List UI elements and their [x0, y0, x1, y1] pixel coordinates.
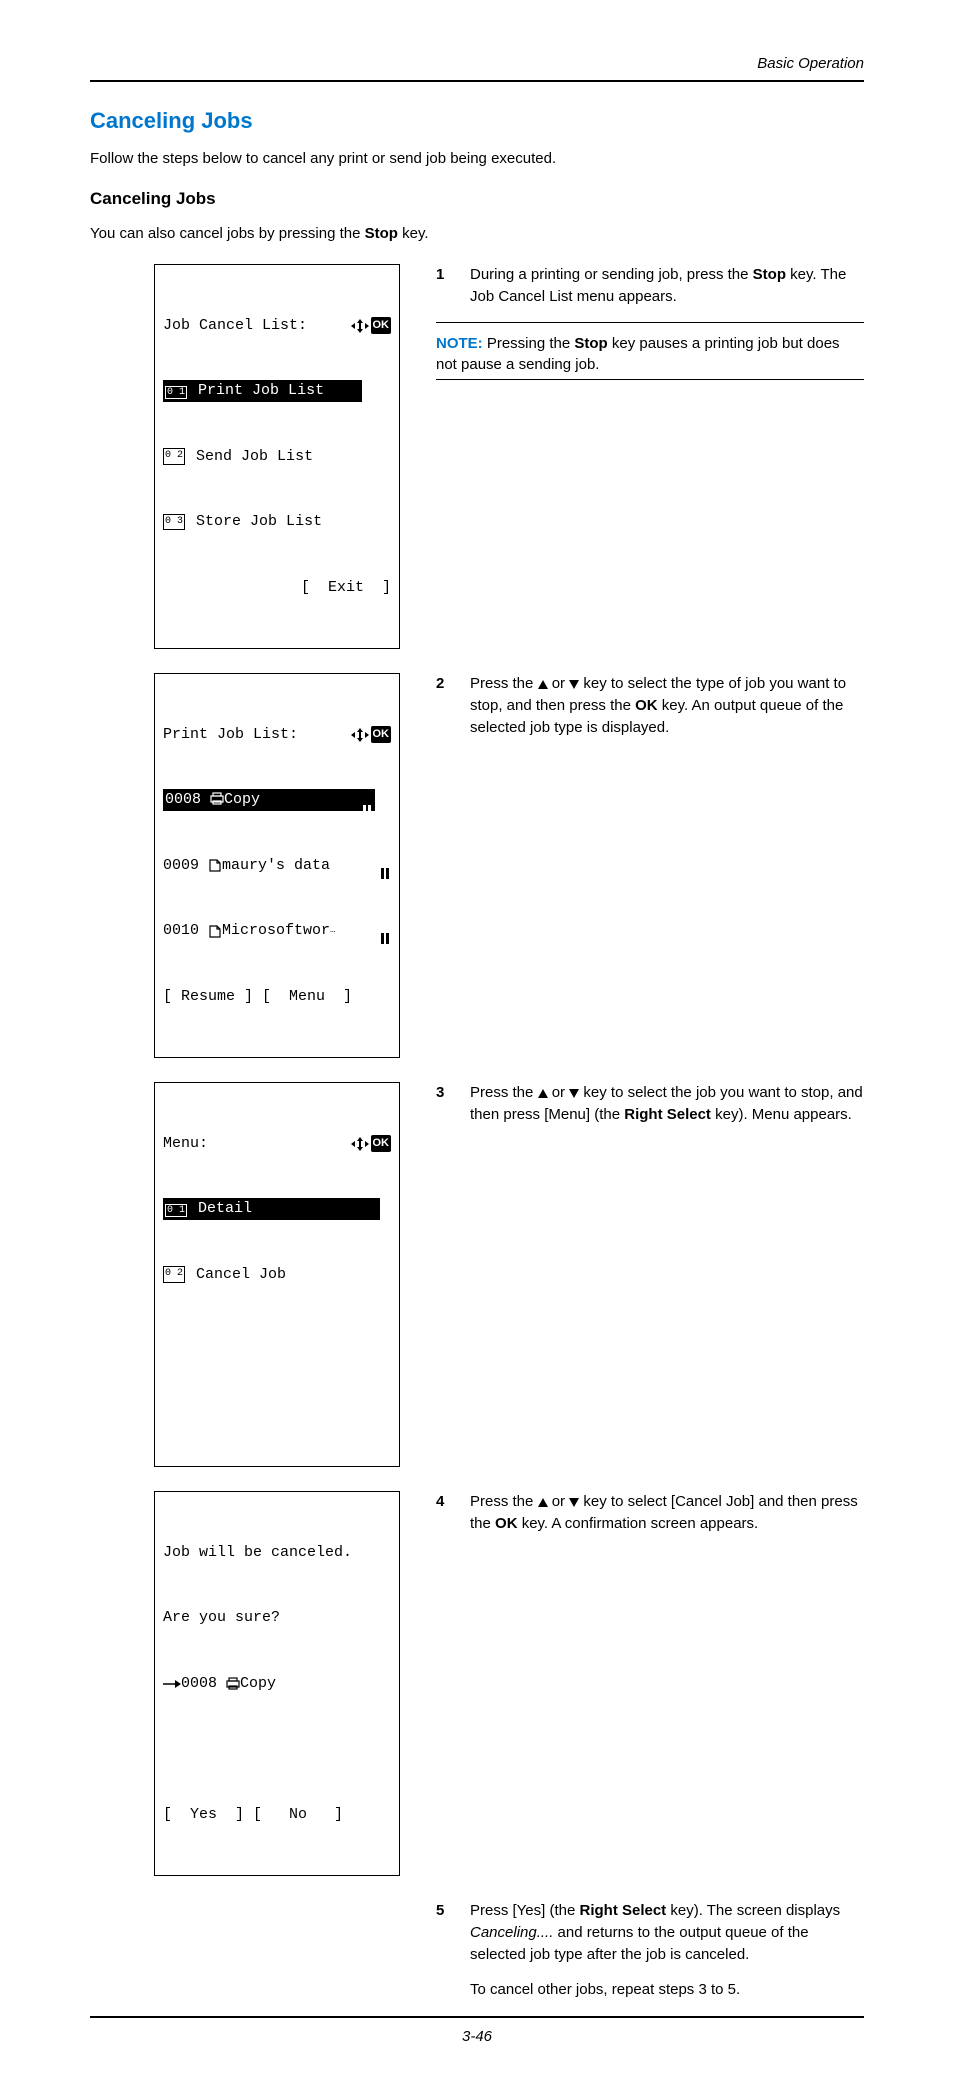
down-icon: [569, 680, 579, 689]
lcd-panel-2: Print Job List: OK 0008 Copy 0009 maury'…: [154, 673, 400, 1058]
up-icon: [538, 1089, 548, 1098]
arrow-right-icon: [163, 1678, 181, 1690]
printer-icon: [226, 1677, 240, 1690]
page-header: Basic Operation: [90, 55, 864, 72]
nav-ok-icon: OK: [351, 317, 392, 335]
step-1: 1 During a printing or sending job, pres…: [436, 264, 864, 308]
lcd-panel-4: Job will be canceled. Are you sure? 0008…: [154, 1491, 400, 1876]
intro-text: Follow the steps below to cancel any pri…: [90, 148, 864, 169]
note-rule-bottom: [436, 379, 864, 380]
section-title: Canceling Jobs: [90, 108, 864, 134]
lcd-panel-3: Menu: OK 0 1 Detail 0 2 Cancel Job: [154, 1082, 400, 1467]
lead-text: You can also cancel jobs by pressing the…: [90, 223, 864, 244]
doc-icon: [208, 859, 222, 872]
page-number: 3-46: [0, 2028, 954, 2045]
bottom-rule: [90, 2016, 864, 2018]
step-3: 3 Press the or key to select the job you…: [436, 1082, 864, 1126]
top-rule: [90, 80, 864, 82]
down-icon: [569, 1089, 579, 1098]
sub-title: Canceling Jobs: [90, 189, 864, 209]
nav-ok-icon: OK: [351, 726, 392, 744]
note-block: NOTE: Pressing the Stop key pauses a pri…: [436, 333, 864, 375]
nav-ok-icon: OK: [351, 1135, 392, 1153]
down-icon: [569, 1498, 579, 1507]
step-4: 4 Press the or key to select [Cancel Job…: [436, 1491, 864, 1535]
up-icon: [538, 1498, 548, 1507]
lcd-panel-1: Job Cancel List: OK 0 1 Print Job List 0…: [154, 264, 400, 649]
step-2: 2 Press the or key to select the type of…: [436, 673, 864, 738]
doc-icon: [208, 925, 222, 938]
note-rule-top: [436, 322, 864, 323]
up-icon: [538, 680, 548, 689]
step-5: 5 Press [Yes] (the Right Select key). Th…: [436, 1900, 864, 2001]
